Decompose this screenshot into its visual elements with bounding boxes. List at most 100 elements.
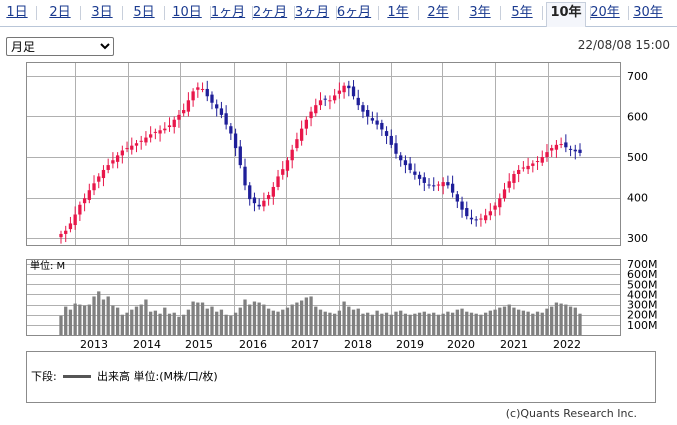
volume-bar	[238, 307, 242, 335]
tab-1年[interactable]: 1年	[387, 5, 409, 20]
volume-bar	[229, 315, 233, 335]
period-select[interactable]: 月足	[6, 37, 114, 56]
candle-body	[309, 111, 313, 119]
candle-body	[318, 100, 323, 106]
volume-bar	[295, 302, 299, 335]
candle-body	[68, 223, 73, 230]
tab-30年[interactable]: 30年	[633, 5, 663, 20]
volume-bar	[271, 310, 275, 335]
volume-bar	[323, 311, 327, 335]
candle-body	[526, 165, 530, 170]
volume-bar	[413, 313, 417, 335]
tab-6ヶ月[interactable]: 6ヶ月	[336, 5, 372, 20]
volume-bar	[436, 314, 441, 335]
candle-body	[111, 160, 115, 164]
volume-bar	[389, 314, 393, 335]
volume-bar	[314, 306, 318, 335]
candle-body	[158, 130, 162, 134]
volume-bar	[97, 291, 101, 335]
volume-tick-label: 300M	[627, 299, 658, 312]
candle-body	[559, 144, 563, 146]
candle-body	[342, 85, 346, 93]
candle-body	[399, 155, 403, 161]
candle-body	[361, 105, 365, 112]
tab-10日[interactable]: 10日	[172, 5, 202, 20]
candle-body	[450, 183, 455, 193]
candle-body	[224, 113, 228, 125]
volume-bar	[309, 296, 313, 335]
volume-tick-label: 600M	[627, 268, 658, 281]
volume-bar	[361, 313, 365, 335]
tab-3ヶ月[interactable]: 3ヶ月	[294, 5, 330, 20]
volume-bar	[172, 312, 176, 335]
candle-body	[205, 88, 209, 97]
candle-body	[172, 119, 176, 128]
candle-body	[163, 128, 167, 131]
candle-body	[115, 155, 120, 162]
volume-bar	[78, 304, 82, 335]
volume-bar	[512, 307, 516, 335]
candle-body	[153, 131, 158, 133]
volume-bar	[342, 301, 346, 335]
volume-bar	[375, 310, 379, 335]
candle-body	[403, 160, 408, 166]
tab-10年[interactable]: 10年	[546, 2, 586, 27]
tab-1日[interactable]: 1日	[6, 5, 28, 20]
volume-bar	[403, 313, 408, 335]
candle-body	[408, 163, 412, 170]
candle-body	[384, 131, 389, 136]
tab-3日[interactable]: 3日	[91, 5, 113, 20]
candle-body	[87, 190, 91, 200]
volume-bar	[483, 312, 488, 335]
volume-bar	[526, 311, 530, 335]
volume-bar	[182, 314, 186, 335]
tab-5日[interactable]: 5日	[133, 5, 155, 20]
candle-body	[507, 181, 511, 188]
price-tick-label: 500	[627, 151, 648, 164]
candle-body	[266, 195, 271, 200]
volume-bar	[351, 309, 356, 335]
candle-body	[233, 133, 238, 149]
candle-body	[540, 157, 544, 163]
volume-bar	[233, 312, 238, 335]
candle-body	[535, 161, 540, 163]
volume-bar	[148, 311, 153, 335]
candle-body	[257, 204, 261, 207]
volume-bar	[219, 309, 224, 335]
tab-5年[interactable]: 5年	[511, 5, 533, 20]
candle-body	[578, 149, 582, 153]
volume-tick-label: 500M	[627, 278, 658, 291]
volume-bar	[224, 314, 228, 335]
candle-body	[488, 211, 493, 216]
volume-bar	[517, 309, 521, 335]
tab-2ヶ月[interactable]: 2ヶ月	[252, 5, 288, 20]
candle-body	[120, 150, 124, 156]
volume-bar	[266, 308, 271, 335]
candle-body	[370, 118, 375, 121]
tab-1ヶ月[interactable]: 1ヶ月	[210, 5, 246, 20]
volume-bar	[318, 309, 323, 335]
tab-separator	[36, 6, 37, 20]
legend-box: 下段: 出来高 単位:(M株/口/枚)	[26, 351, 656, 403]
candle-body	[394, 143, 398, 154]
tab-2日[interactable]: 2日	[49, 5, 71, 20]
volume-bar	[559, 303, 563, 335]
volume-bar	[455, 309, 459, 335]
tab-separator	[542, 6, 543, 20]
tab-2年[interactable]: 2年	[427, 5, 449, 20]
price-panel-frame	[26, 62, 621, 246]
legend-position-label: 下段:	[31, 370, 57, 383]
volume-bar	[73, 303, 77, 335]
volume-bar	[200, 302, 205, 335]
volume-bar	[205, 308, 209, 335]
tab-20年[interactable]: 20年	[590, 5, 620, 20]
candle-body	[134, 143, 139, 146]
volume-bar	[370, 314, 375, 335]
volume-bar	[573, 307, 577, 335]
candle-body	[285, 160, 290, 171]
candle-body	[323, 98, 327, 100]
year-tick-label: 2021	[500, 338, 528, 350]
tab-3年[interactable]: 3年	[469, 5, 491, 20]
volume-bar	[479, 314, 483, 335]
candle-body	[465, 208, 469, 217]
